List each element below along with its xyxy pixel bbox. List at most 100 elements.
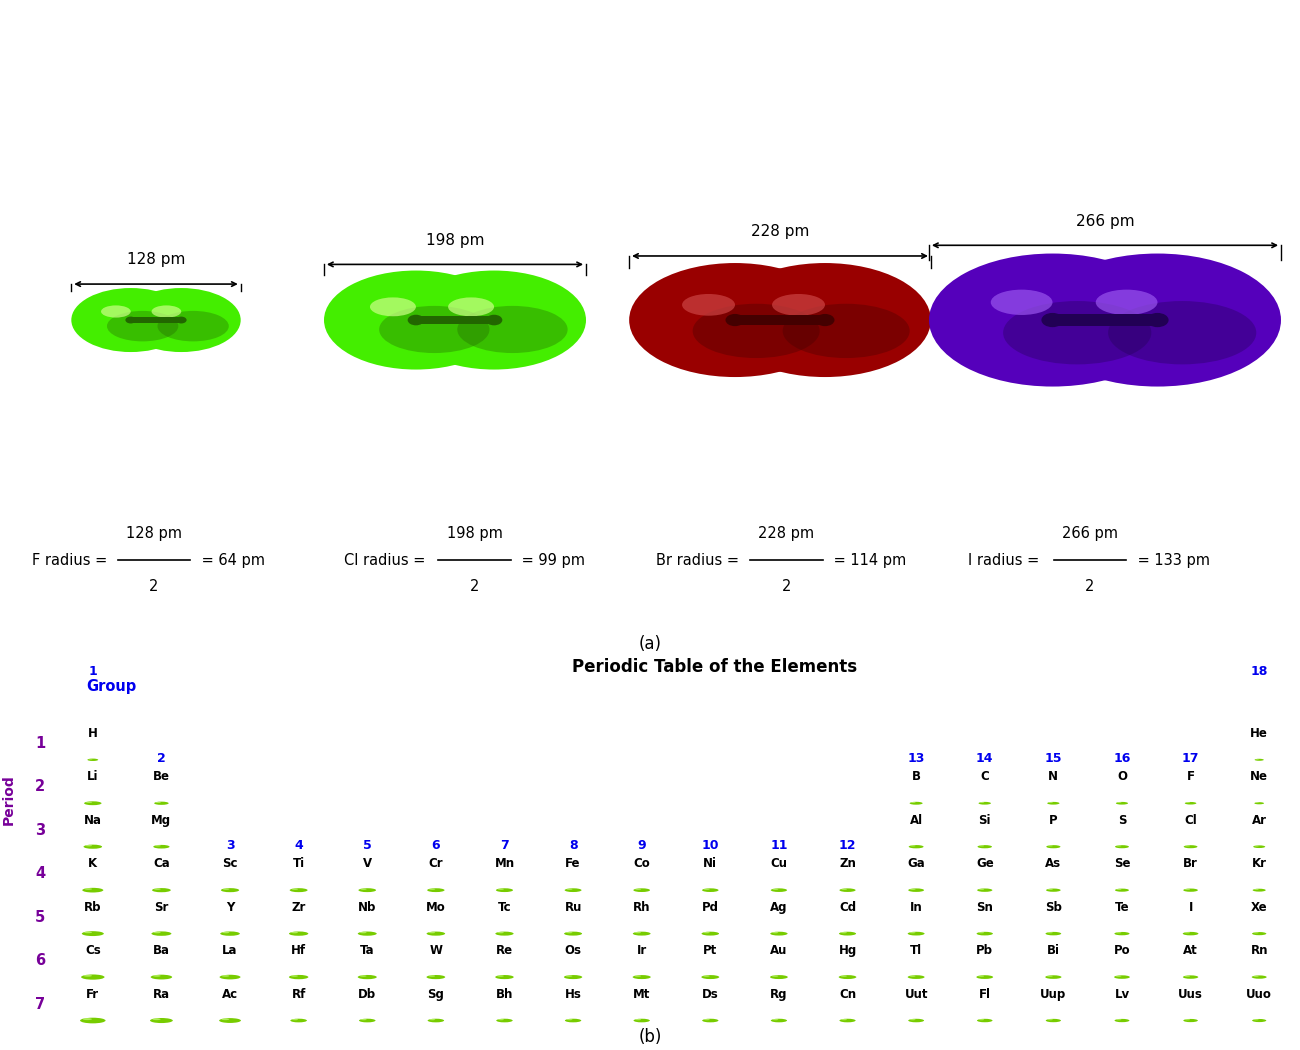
Ellipse shape <box>458 306 568 353</box>
Text: 128 pm: 128 pm <box>126 526 182 542</box>
Ellipse shape <box>83 1018 92 1021</box>
Text: (b): (b) <box>638 1028 662 1046</box>
Text: He: He <box>1251 727 1268 740</box>
Ellipse shape <box>291 931 298 933</box>
Ellipse shape <box>910 802 923 804</box>
Ellipse shape <box>772 975 779 976</box>
Ellipse shape <box>1046 975 1053 976</box>
Ellipse shape <box>426 975 445 980</box>
Ellipse shape <box>290 1018 307 1023</box>
Text: Db: Db <box>359 988 376 1001</box>
Ellipse shape <box>909 845 923 848</box>
Ellipse shape <box>1253 845 1265 848</box>
Text: 266 pm: 266 pm <box>1062 526 1118 542</box>
Text: 10: 10 <box>702 839 719 852</box>
Ellipse shape <box>359 1018 376 1023</box>
Ellipse shape <box>1252 932 1266 936</box>
Ellipse shape <box>633 975 651 979</box>
Ellipse shape <box>703 975 710 976</box>
Ellipse shape <box>1115 845 1128 848</box>
Ellipse shape <box>220 1018 240 1023</box>
Ellipse shape <box>978 1018 992 1023</box>
Text: Os: Os <box>564 944 581 958</box>
Ellipse shape <box>429 931 436 933</box>
Ellipse shape <box>1114 1018 1130 1023</box>
Text: Re: Re <box>495 944 514 958</box>
Ellipse shape <box>1254 802 1264 804</box>
Text: = 133 pm: = 133 pm <box>1134 552 1210 568</box>
Ellipse shape <box>566 932 572 933</box>
Ellipse shape <box>841 932 846 933</box>
Text: 18: 18 <box>1251 665 1268 678</box>
Ellipse shape <box>1045 932 1061 936</box>
Text: Bh: Bh <box>495 988 514 1001</box>
Ellipse shape <box>1184 1020 1190 1021</box>
Ellipse shape <box>498 888 504 889</box>
Ellipse shape <box>1041 313 1063 328</box>
Text: Uup: Uup <box>1040 988 1066 1001</box>
Ellipse shape <box>358 975 377 980</box>
Ellipse shape <box>497 975 504 976</box>
Ellipse shape <box>1183 888 1197 891</box>
Text: 4: 4 <box>35 866 46 881</box>
Text: Ca: Ca <box>153 857 170 870</box>
Ellipse shape <box>1117 845 1122 846</box>
Text: = 99 pm: = 99 pm <box>517 552 585 568</box>
Text: Ac: Ac <box>222 988 238 1001</box>
Ellipse shape <box>1045 1018 1061 1023</box>
Text: Au: Au <box>770 944 788 958</box>
Ellipse shape <box>1048 1020 1053 1021</box>
Ellipse shape <box>495 931 514 936</box>
Text: Ta: Ta <box>360 944 374 958</box>
Text: Br radius =: Br radius = <box>656 552 744 568</box>
Ellipse shape <box>84 931 92 933</box>
Ellipse shape <box>770 975 788 979</box>
Ellipse shape <box>152 1018 161 1021</box>
Ellipse shape <box>428 1018 445 1023</box>
Ellipse shape <box>292 1018 298 1021</box>
Text: B: B <box>911 771 920 783</box>
Ellipse shape <box>380 306 490 353</box>
Text: Mo: Mo <box>426 901 446 914</box>
Ellipse shape <box>1115 932 1122 933</box>
Ellipse shape <box>634 932 641 933</box>
Ellipse shape <box>72 288 190 352</box>
Ellipse shape <box>1046 845 1061 848</box>
Ellipse shape <box>1252 975 1266 979</box>
Ellipse shape <box>1184 975 1190 976</box>
Text: Fl: Fl <box>979 988 991 1001</box>
Text: Rg: Rg <box>770 988 788 1001</box>
Ellipse shape <box>81 974 104 980</box>
Text: Si: Si <box>979 814 991 826</box>
Text: Rf: Rf <box>291 988 305 1001</box>
Text: La: La <box>222 944 238 958</box>
Text: Ti: Ti <box>292 857 304 870</box>
Ellipse shape <box>495 975 514 979</box>
Ellipse shape <box>360 975 367 976</box>
Text: Ru: Ru <box>564 901 582 914</box>
Text: Al: Al <box>910 814 923 826</box>
Ellipse shape <box>719 264 931 377</box>
Text: Hg: Hg <box>838 944 857 958</box>
Text: Po: Po <box>1114 944 1130 958</box>
Ellipse shape <box>497 1018 512 1023</box>
Ellipse shape <box>976 975 993 979</box>
Text: Fe: Fe <box>566 857 581 870</box>
Ellipse shape <box>930 253 1176 386</box>
Ellipse shape <box>125 317 136 323</box>
Text: P: P <box>1049 814 1058 826</box>
Ellipse shape <box>783 303 910 358</box>
Text: Tl: Tl <box>910 944 922 958</box>
Ellipse shape <box>1186 845 1190 846</box>
Ellipse shape <box>498 1018 504 1021</box>
Text: 228 pm: 228 pm <box>751 225 809 239</box>
Ellipse shape <box>693 303 820 358</box>
Text: Bi: Bi <box>1046 944 1059 958</box>
Ellipse shape <box>1184 888 1190 890</box>
Text: Rb: Rb <box>84 901 101 914</box>
Ellipse shape <box>1252 1018 1266 1022</box>
Text: 5: 5 <box>35 909 46 925</box>
Ellipse shape <box>629 264 841 377</box>
Text: (a): (a) <box>638 635 662 653</box>
Ellipse shape <box>770 931 788 936</box>
